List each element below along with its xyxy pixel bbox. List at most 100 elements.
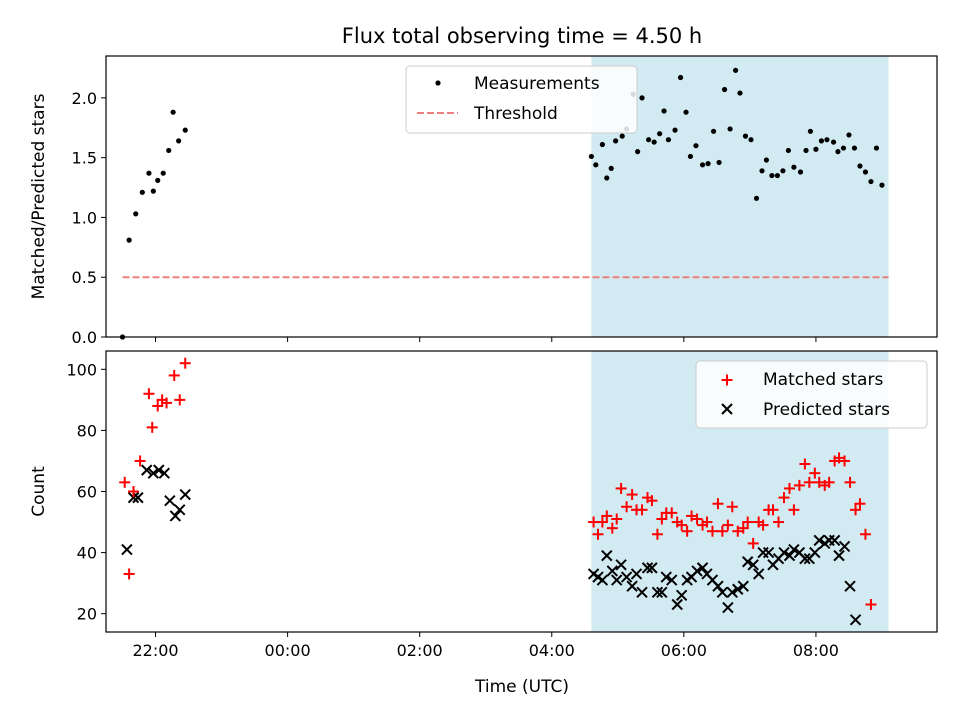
top-legend: Measurements Threshold <box>405 65 638 134</box>
predicted-star-point <box>696 562 709 574</box>
matched-star-point <box>611 513 623 525</box>
predicted-star-point <box>833 549 845 562</box>
predicted-star-point <box>179 488 191 501</box>
measurement-point <box>160 170 166 176</box>
measurement-point <box>635 149 641 155</box>
measurement-point <box>593 162 599 168</box>
measurement-point <box>661 108 667 114</box>
matched-star-point <box>833 452 845 464</box>
predicted-star-point <box>722 601 734 614</box>
top-x-ticks <box>155 337 817 342</box>
measurement-point <box>759 168 765 174</box>
top-legend-box <box>405 65 638 134</box>
bot-x-tick-label: 06:00 <box>661 641 707 660</box>
measurement-point <box>769 172 775 179</box>
measurement-point <box>166 147 172 154</box>
predicted-star-point <box>788 543 800 556</box>
measurement-point <box>732 67 739 73</box>
matched-star-point <box>676 519 688 531</box>
predicted-star-point <box>641 562 654 574</box>
predicted-star-point <box>174 504 186 516</box>
predicted-star-point <box>153 464 165 476</box>
matched-star-point <box>859 528 871 540</box>
predicted-star-point <box>809 546 821 559</box>
matched-star-point <box>732 525 744 537</box>
predicted-star-point <box>646 562 658 574</box>
predicted-star-point <box>828 534 841 547</box>
predicted-star-point <box>712 580 724 592</box>
bot-y-tick-label: 40 <box>77 544 97 563</box>
measurement-point <box>785 147 792 154</box>
bottom-panel: 22:00 00:00 02:00 04:00 06:00 08:00 20 40 60 80 1… <box>29 350 938 660</box>
measurement-point <box>879 182 885 188</box>
bot-x-tick-label: 00:00 <box>265 641 311 660</box>
measurement-point <box>139 189 145 195</box>
measurement-point <box>683 109 689 115</box>
measurement-point <box>824 137 830 143</box>
measurement-point <box>873 145 880 151</box>
matched-star-point <box>134 455 146 467</box>
matched-star-point <box>119 476 131 488</box>
measurement-point <box>868 178 874 185</box>
measurement-point <box>721 86 728 93</box>
x-axis-label: Time (UTC) <box>474 677 569 697</box>
measurement-point <box>835 149 841 155</box>
matched-star-point <box>778 492 790 504</box>
matched-star-point <box>854 498 866 510</box>
predicted-star-point <box>799 552 811 565</box>
top-axes-frame <box>105 55 938 338</box>
predicted-star-point <box>169 510 182 522</box>
matched-star-point <box>601 510 613 522</box>
predicted-star-point <box>651 586 664 599</box>
measurement-point <box>716 159 722 166</box>
matched-star-point <box>686 510 698 522</box>
predicted-star-point <box>691 565 703 577</box>
predicted-star-point <box>741 556 754 568</box>
bot-y-tick-label: 20 <box>77 605 97 624</box>
predicted-star-point <box>121 543 133 556</box>
legend-predicted-marker <box>721 403 733 415</box>
measurement-point <box>840 145 847 151</box>
measurement-point <box>774 172 781 179</box>
matched-star-point <box>716 525 728 537</box>
matched-star-point <box>128 486 140 497</box>
matched-star-point <box>799 458 811 470</box>
matched-star-point <box>621 501 633 513</box>
matched-star-point <box>168 369 180 381</box>
predicted-star-point <box>666 574 678 586</box>
bot-y-tick-label: 100 <box>66 360 97 379</box>
top-y-tick-label: 0.5 <box>72 268 97 287</box>
top-y-tick-label: 1.5 <box>72 149 97 168</box>
measurement-point <box>657 131 663 137</box>
matched-star-point <box>161 397 173 409</box>
predicted-star-point <box>630 568 643 580</box>
measurement-point <box>665 137 672 143</box>
measurement-point <box>753 195 760 201</box>
measurement-point <box>791 164 797 170</box>
measurement-point <box>737 90 743 96</box>
measurement-point <box>608 165 614 171</box>
bot-x-tick-label: 22:00 <box>132 641 178 660</box>
measurement-point <box>619 133 625 139</box>
matched-star-point <box>656 513 668 525</box>
measurement-point <box>176 138 182 144</box>
matched-star-point <box>596 516 608 528</box>
predicted-star-point <box>732 583 744 595</box>
measurement-point <box>126 237 132 243</box>
matched-star-point <box>726 501 738 513</box>
predicted-star-point <box>783 549 796 562</box>
matched-star-point <box>722 519 734 531</box>
matched-star-point <box>636 504 648 516</box>
predicted-star-point <box>626 580 638 592</box>
bot-y-tick-label: 80 <box>77 421 97 440</box>
measurement-point <box>646 137 652 143</box>
matched-star-point <box>823 476 835 488</box>
measurement-point <box>133 211 139 217</box>
measurement-point <box>613 138 619 144</box>
top-band-rect <box>591 56 889 337</box>
measurement-point <box>857 163 863 169</box>
bot-x-tick-label: 04:00 <box>529 641 575 660</box>
predicted-star-point <box>601 549 613 562</box>
matched-star-point <box>767 504 779 516</box>
